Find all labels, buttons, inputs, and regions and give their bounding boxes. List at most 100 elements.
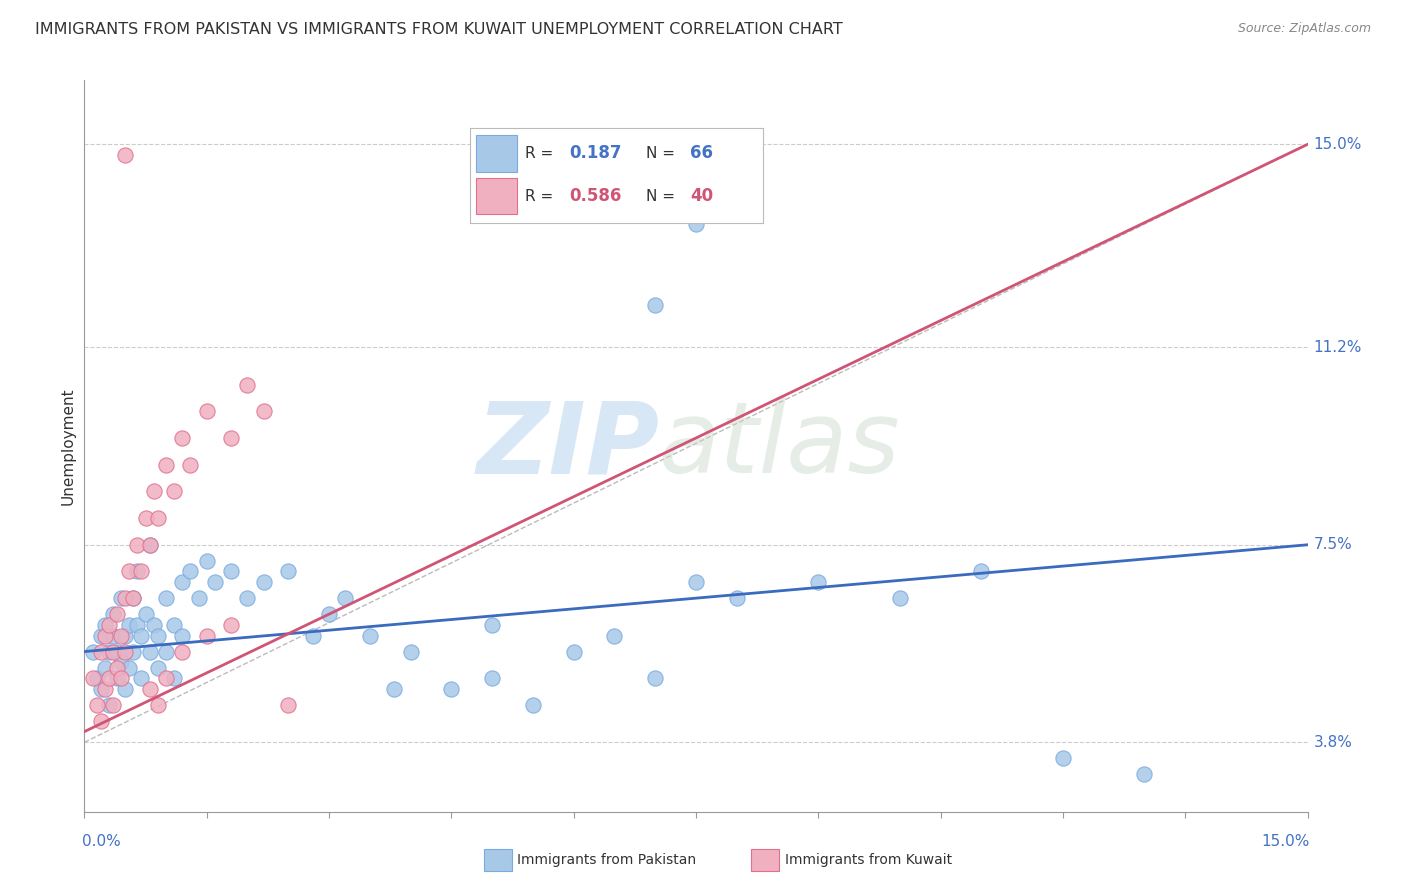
Point <box>93 660 115 674</box>
Point <box>146 660 169 674</box>
Point <box>172 431 194 445</box>
Point <box>195 554 218 568</box>
Point <box>127 538 149 552</box>
Point <box>301 628 323 642</box>
Point <box>155 458 177 472</box>
Point <box>90 628 112 642</box>
Text: Source: ZipAtlas.com: Source: ZipAtlas.com <box>1237 22 1371 36</box>
Point <box>481 618 503 632</box>
Point <box>97 618 120 632</box>
Point <box>118 565 141 579</box>
Point <box>127 618 149 632</box>
Point <box>889 591 911 606</box>
Point <box>277 565 299 579</box>
Point <box>562 644 585 658</box>
Point <box>105 660 128 674</box>
Text: 11.2%: 11.2% <box>1313 340 1362 355</box>
Point <box>725 591 748 606</box>
Point <box>179 565 201 579</box>
Point <box>82 671 104 685</box>
Text: 15.0%: 15.0% <box>1313 136 1362 152</box>
Point <box>101 628 124 642</box>
Point <box>105 644 128 658</box>
Point <box>172 575 194 590</box>
Point <box>114 644 136 658</box>
Text: 3.8%: 3.8% <box>1313 735 1353 750</box>
Point <box>219 431 242 445</box>
Point <box>236 377 259 392</box>
Point <box>146 511 169 525</box>
Text: Immigrants from Pakistan: Immigrants from Pakistan <box>517 853 696 867</box>
Point <box>105 607 128 622</box>
Point <box>155 644 177 658</box>
Point <box>359 628 381 642</box>
Point <box>135 511 157 525</box>
Point <box>318 607 340 622</box>
Point <box>172 644 194 658</box>
Point <box>82 644 104 658</box>
Point <box>382 681 405 696</box>
Point <box>155 591 177 606</box>
Text: atlas: atlas <box>659 398 901 494</box>
Point <box>131 671 153 685</box>
Point <box>142 618 165 632</box>
Point <box>101 607 124 622</box>
Point <box>93 681 115 696</box>
Point <box>277 698 299 712</box>
Point <box>138 538 160 552</box>
Point <box>110 671 132 685</box>
Point <box>86 698 108 712</box>
Point <box>101 644 124 658</box>
Point <box>97 644 120 658</box>
Point <box>481 671 503 685</box>
Point <box>685 218 707 232</box>
Point <box>807 575 830 590</box>
Text: 7.5%: 7.5% <box>1313 537 1353 552</box>
Point <box>110 628 132 642</box>
Text: IMMIGRANTS FROM PAKISTAN VS IMMIGRANTS FROM KUWAIT UNEMPLOYMENT CORRELATION CHAR: IMMIGRANTS FROM PAKISTAN VS IMMIGRANTS F… <box>35 22 844 37</box>
Point <box>146 698 169 712</box>
Point <box>195 404 218 418</box>
Point <box>219 618 242 632</box>
Point <box>110 591 132 606</box>
Point <box>122 591 145 606</box>
Point <box>97 671 120 685</box>
Point <box>110 655 132 669</box>
Point <box>440 681 463 696</box>
Point <box>644 671 666 685</box>
Point <box>135 607 157 622</box>
Point <box>155 671 177 685</box>
Point <box>195 628 218 642</box>
Point <box>644 297 666 311</box>
Point <box>187 591 209 606</box>
Point <box>90 714 112 728</box>
Point <box>114 148 136 162</box>
Point <box>114 591 136 606</box>
Point <box>163 671 186 685</box>
Point <box>522 698 544 712</box>
Point <box>163 484 186 499</box>
Point <box>236 591 259 606</box>
Point <box>1133 767 1156 781</box>
Y-axis label: Unemployment: Unemployment <box>60 387 76 505</box>
Point <box>603 628 626 642</box>
Point <box>114 628 136 642</box>
Point <box>118 618 141 632</box>
Point <box>253 404 276 418</box>
Point <box>93 618 115 632</box>
Point <box>253 575 276 590</box>
Point <box>127 565 149 579</box>
Point <box>146 628 169 642</box>
Point <box>90 644 112 658</box>
Point <box>399 644 422 658</box>
Point <box>114 681 136 696</box>
Point <box>101 698 124 712</box>
Point <box>90 681 112 696</box>
Point <box>86 671 108 685</box>
Point <box>219 565 242 579</box>
Point <box>970 565 993 579</box>
Text: 0.0%: 0.0% <box>82 834 121 848</box>
Point <box>118 660 141 674</box>
Point <box>1052 751 1074 765</box>
Point <box>685 575 707 590</box>
